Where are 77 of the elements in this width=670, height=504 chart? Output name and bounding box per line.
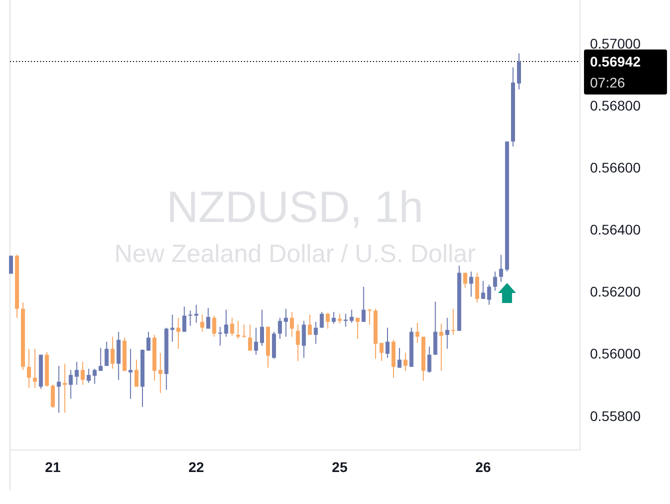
- y-tick-label: 0.55800: [590, 408, 641, 424]
- candlestick: [104, 341, 109, 366]
- candlestick: [332, 311, 336, 324]
- candlestick: [116, 331, 121, 380]
- candlestick: [50, 384, 55, 408]
- candlestick: [170, 314, 174, 342]
- candlestick: [380, 342, 384, 362]
- x-tick-label: 25: [332, 459, 348, 475]
- candlestick: [469, 271, 474, 298]
- candlestick: [445, 317, 450, 350]
- y-tick-label: 0.56200: [590, 284, 641, 300]
- candlestick: [230, 317, 234, 336]
- candlestick: [499, 254, 504, 282]
- candlestick: [290, 311, 294, 338]
- candlestick: [338, 313, 342, 324]
- x-tick-label: 22: [188, 459, 204, 475]
- candlestick: [403, 352, 408, 372]
- candlestick: [350, 309, 354, 324]
- candlestick: [86, 368, 91, 384]
- candlestick: [206, 307, 210, 330]
- ref-line-label: 0.56942: [590, 53, 641, 70]
- candlestick: [128, 348, 133, 400]
- candlestick: [62, 363, 67, 414]
- candlestick: [415, 322, 420, 344]
- x-tick-label: 21: [45, 459, 61, 475]
- candlestick: [32, 348, 37, 388]
- candlestick: [326, 312, 330, 330]
- candlestick: [224, 309, 228, 338]
- candlestick: [475, 272, 480, 304]
- candlestick: [517, 52, 521, 90]
- candlestick: [182, 306, 186, 332]
- candlestick: [254, 327, 258, 356]
- y-tick-label: 0.57000: [590, 35, 641, 52]
- candlestick: [146, 331, 150, 352]
- candlestick: [481, 280, 486, 300]
- y-tick-label: 0.56400: [590, 222, 641, 238]
- candlestick: [344, 313, 348, 328]
- candlestick: [158, 352, 162, 394]
- candlestick: [439, 323, 444, 372]
- candlestick: [26, 348, 31, 388]
- candlestick: [302, 320, 306, 358]
- candlestick: [314, 321, 318, 344]
- candlestick: [188, 310, 192, 326]
- y-tick-label: 0.56000: [590, 346, 641, 362]
- candlestick: [278, 317, 282, 340]
- candlestick: [427, 346, 432, 374]
- candlestick: [386, 327, 390, 358]
- candlestick: [110, 336, 115, 370]
- candlestick: [200, 314, 204, 332]
- candlestick: [260, 309, 264, 346]
- y-tick-label: 0.56600: [590, 159, 641, 176]
- candlestick: [98, 347, 103, 372]
- candlestick: [397, 347, 402, 368]
- candlestick: [80, 361, 85, 386]
- candlestick: [433, 301, 438, 356]
- candlestick: [218, 326, 222, 346]
- candlestick: [362, 286, 366, 322]
- candlestick: [493, 271, 498, 292]
- candlestick: [92, 368, 97, 384]
- y-tick-label: 0.56800: [590, 97, 641, 114]
- candlestick: [308, 314, 312, 336]
- candlestick: [487, 284, 492, 306]
- candlestick: [356, 317, 360, 340]
- candlestick: [56, 365, 61, 414]
- candlestick: [284, 308, 288, 338]
- candlestick: [212, 315, 216, 338]
- candlestick: [463, 272, 468, 288]
- text: 07:26: [590, 74, 626, 90]
- candlestick: [134, 359, 139, 388]
- x-tick-label: 26: [475, 459, 492, 475]
- candlestick: [320, 311, 324, 328]
- candlestick: [451, 308, 456, 336]
- candlestick: [368, 308, 372, 326]
- candlestick: [176, 317, 180, 350]
- candlestick: [296, 324, 300, 362]
- candlestick: [248, 324, 252, 352]
- candlestick: [242, 324, 246, 338]
